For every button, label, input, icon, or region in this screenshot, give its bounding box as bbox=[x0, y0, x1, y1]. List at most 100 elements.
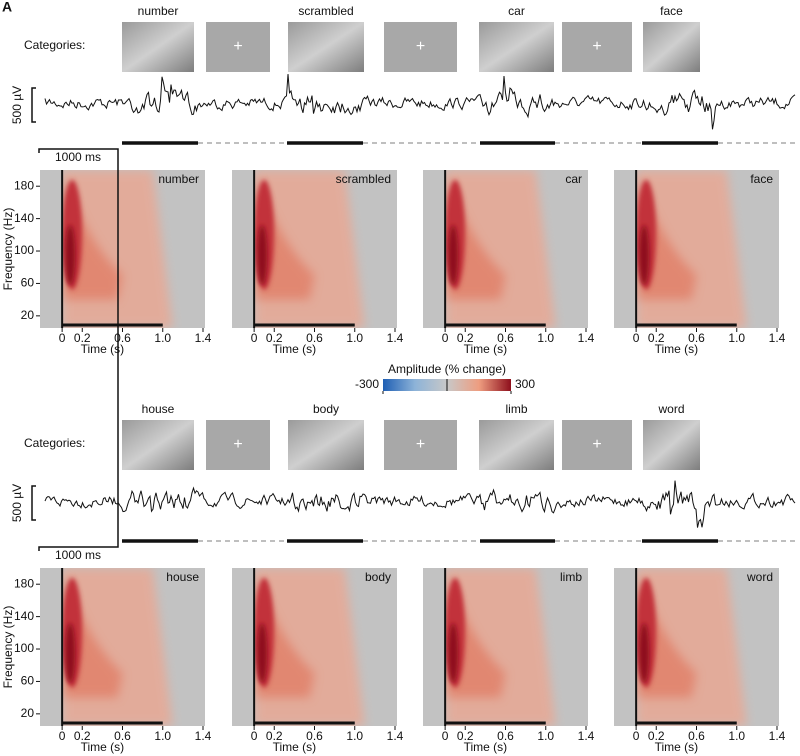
stimulus-label: house bbox=[142, 402, 175, 416]
fixation-cross: + bbox=[592, 38, 601, 55]
spectrogram-fill bbox=[40, 568, 173, 726]
spectrogram: body 0 0.2 0.6 1.0 1.4 Time (s) bbox=[232, 568, 404, 754]
fixation-cross: + bbox=[416, 38, 425, 55]
x-axis-label: Time (s) bbox=[81, 342, 125, 356]
colorbar: Amplitude (% change) bbox=[383, 362, 511, 391]
panel-category-label: car bbox=[565, 172, 582, 186]
x-tick-label: 1.4 bbox=[578, 729, 595, 743]
baseline-region bbox=[614, 170, 637, 328]
baseline-region bbox=[614, 568, 637, 726]
spectrogram: face 0 0.2 0.6 1.0 1.4 Time (s) bbox=[614, 170, 786, 356]
y-axis-label: Frequency (Hz) bbox=[1, 606, 15, 689]
x-axis-label: Time (s) bbox=[655, 740, 699, 754]
colorbar-title: Amplitude (% change) bbox=[388, 362, 506, 376]
spectrogram-fill bbox=[423, 568, 556, 726]
x-tick-label: 1.0 bbox=[728, 331, 745, 345]
response-core bbox=[639, 225, 650, 286]
fixation-screen bbox=[384, 22, 457, 72]
time-scale-label: 1000 ms bbox=[55, 548, 101, 562]
stimulus-image bbox=[122, 420, 194, 470]
x-tick-label: 1.0 bbox=[154, 331, 171, 345]
x-tick-label: 0.2 bbox=[74, 331, 91, 345]
panel-label: A bbox=[2, 0, 12, 15]
x-axis-label: Time (s) bbox=[81, 740, 125, 754]
fixation-screen bbox=[206, 420, 270, 470]
y-tick-label: 140 bbox=[14, 211, 34, 225]
x-tick-label: 1.0 bbox=[537, 331, 554, 345]
stimulus-label: scrambled bbox=[298, 4, 353, 18]
spectrogram-fill bbox=[40, 170, 173, 328]
panel-category-label: face bbox=[750, 172, 773, 186]
x-tick-label: 0.2 bbox=[457, 331, 474, 345]
x-tick-label: 1.4 bbox=[578, 331, 595, 345]
spectrogram: word 0 0.2 0.6 1.0 1.4 Time (s) bbox=[614, 568, 786, 754]
x-tick-label: 0.6 bbox=[497, 729, 514, 743]
fixation-screen bbox=[562, 22, 632, 72]
baseline-region bbox=[40, 170, 63, 328]
voltage-scale-label: 500 µV bbox=[10, 86, 24, 124]
colorbar-tick-label: -300 bbox=[355, 377, 379, 391]
stimulus-label: word bbox=[657, 402, 684, 416]
x-axis-label: Time (s) bbox=[273, 342, 317, 356]
x-tick-label: 0 bbox=[251, 729, 258, 743]
x-tick-label: 0 bbox=[633, 331, 640, 345]
voltage-scale-bar bbox=[31, 485, 36, 521]
fixation-screen bbox=[206, 22, 270, 72]
x-tick-label: 0 bbox=[442, 331, 449, 345]
fixation-screen bbox=[384, 420, 457, 470]
x-tick-label: 0.2 bbox=[648, 331, 665, 345]
panel-category-label: body bbox=[365, 570, 391, 584]
x-tick-label: 0.6 bbox=[688, 729, 705, 743]
fixation-cross: + bbox=[416, 436, 425, 453]
categories-label: Categories: bbox=[24, 436, 85, 450]
response-core bbox=[257, 225, 268, 286]
response-core bbox=[257, 623, 268, 684]
spectrogram-fill bbox=[614, 568, 747, 726]
spectrogram-fill bbox=[232, 568, 365, 726]
baseline-region bbox=[423, 568, 446, 726]
x-tick-label: 1.0 bbox=[154, 729, 171, 743]
fixation-cross: + bbox=[592, 436, 601, 453]
x-tick-label: 0 bbox=[442, 729, 449, 743]
x-tick-label: 1.0 bbox=[537, 729, 554, 743]
categories-label: Categories: bbox=[24, 38, 85, 52]
spectrogram: scrambled 0 0.2 0.6 1.0 1.4 Time (s) bbox=[232, 170, 404, 356]
stimulus-image bbox=[288, 420, 364, 470]
stimulus-label: body bbox=[313, 402, 339, 416]
time-scale-bar bbox=[38, 153, 119, 551]
x-axis-label: Time (s) bbox=[655, 342, 699, 356]
x-tick-label: 0.6 bbox=[497, 331, 514, 345]
x-tick-label: 1.4 bbox=[195, 331, 212, 345]
baseline-region bbox=[232, 568, 255, 726]
fixation-cross: + bbox=[233, 436, 242, 453]
panel-category-label: word bbox=[746, 570, 773, 584]
panel-category-label: house bbox=[166, 570, 199, 584]
stimulus-image bbox=[643, 420, 700, 470]
x-tick-label: 0 bbox=[59, 729, 66, 743]
response-core bbox=[448, 623, 459, 684]
stimulus-label: limb bbox=[505, 402, 527, 416]
y-tick-label: 100 bbox=[14, 641, 34, 655]
y-axis-label: Frequency (Hz) bbox=[1, 208, 15, 291]
panel-category-label: scrambled bbox=[336, 172, 391, 186]
panel-category-label: number bbox=[158, 172, 199, 186]
response-core bbox=[448, 225, 459, 286]
spectrogram-fill bbox=[423, 170, 556, 328]
y-tick-label: 20 bbox=[21, 308, 35, 322]
x-tick-label: 1.4 bbox=[387, 331, 404, 345]
y-tick-label: 180 bbox=[14, 178, 34, 192]
y-tick-label: 100 bbox=[14, 243, 34, 257]
spectrogram: house 0 0.2 0.6 1.0 1.4 Time (s) 20 60 100 140 180 F… bbox=[1, 568, 212, 754]
x-tick-label: 1.4 bbox=[195, 729, 212, 743]
y-tick-label: 20 bbox=[21, 706, 35, 720]
y-tick-label: 180 bbox=[14, 576, 34, 590]
x-axis-label: Time (s) bbox=[273, 740, 317, 754]
y-tick-label: 60 bbox=[21, 276, 35, 290]
x-tick-label: 0.2 bbox=[266, 331, 283, 345]
x-tick-label: 1.0 bbox=[728, 729, 745, 743]
x-tick-label: 0.2 bbox=[648, 729, 665, 743]
x-tick-label: 0.6 bbox=[306, 729, 323, 743]
voltage-scale-bar bbox=[31, 87, 36, 123]
x-tick-label: 0.2 bbox=[457, 729, 474, 743]
